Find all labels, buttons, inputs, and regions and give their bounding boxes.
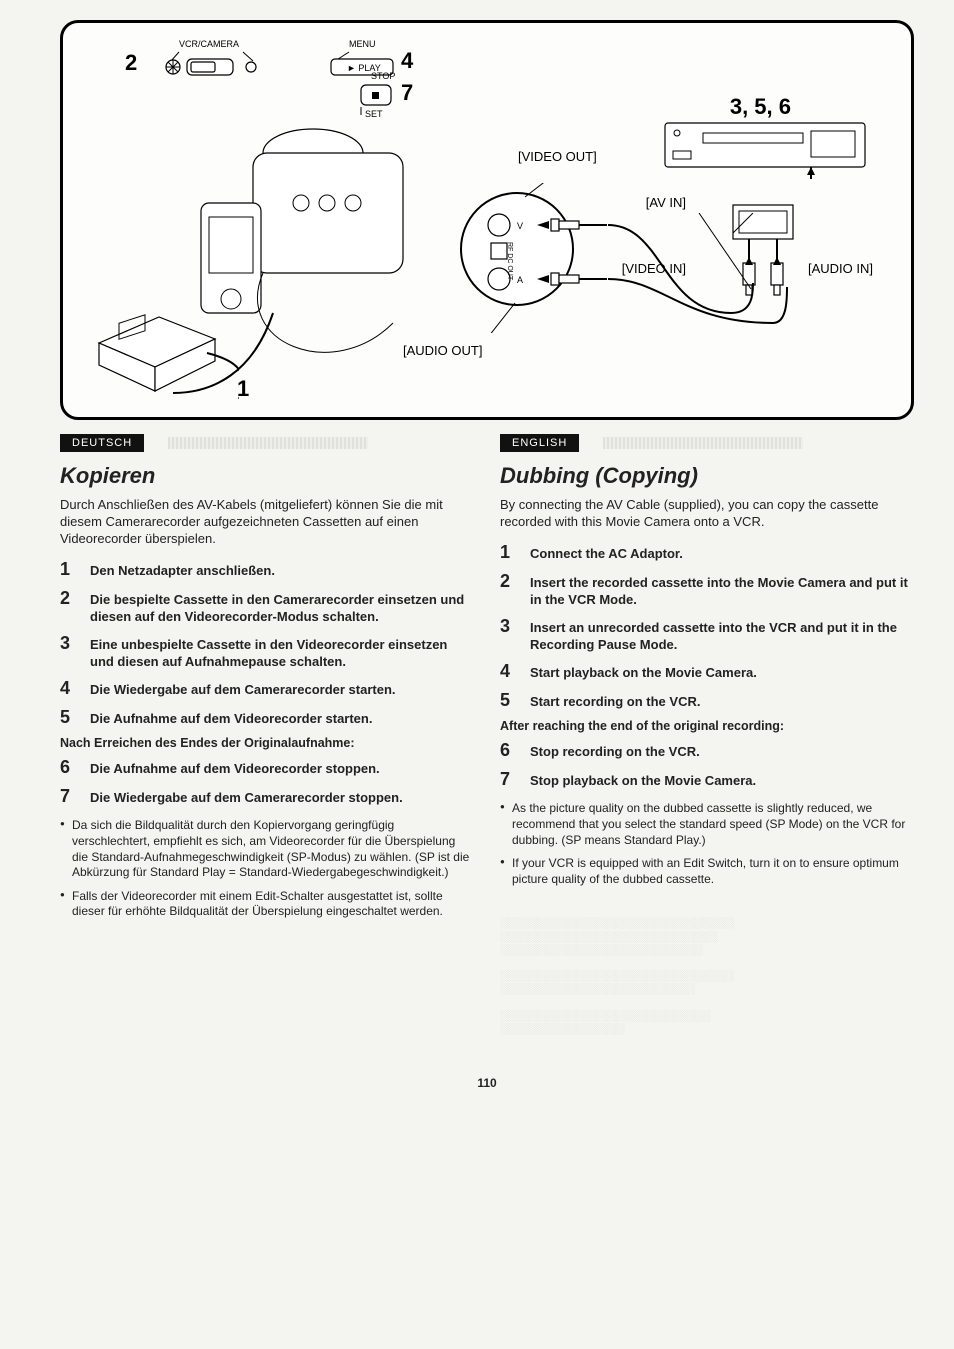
svg-text:A: A xyxy=(517,275,523,285)
notes-de: Da sich die Bildqualität durch den Kopie… xyxy=(60,818,474,920)
callout-2: 2 xyxy=(125,49,137,78)
step-de-2: Die bespielte Cassette in den Camerareco… xyxy=(90,592,474,626)
callout-356: 3, 5, 6 xyxy=(730,93,791,122)
callout-1: 1 xyxy=(237,375,249,404)
note-de-1: Da sich die Bildqualität durch den Kopie… xyxy=(60,818,474,880)
ac-adaptor-icon xyxy=(89,303,239,413)
step-de-5: Die Aufnahme auf dem Videorecorder start… xyxy=(90,711,372,728)
after-de: Nach Erreichen des Endes der Originalauf… xyxy=(60,735,474,751)
step-en-7: Stop playback on the Movie Camera. xyxy=(530,773,756,790)
scan-noise xyxy=(603,437,803,449)
svg-text:RF DC OUT: RF DC OUT xyxy=(506,242,513,281)
lang-tag-en: ENGLISH xyxy=(500,434,579,452)
svg-text:V: V xyxy=(517,221,523,231)
title-en: Dubbing (Copying) xyxy=(500,462,914,491)
step-de-4: Die Wiedergabe auf dem Camerarecorder st… xyxy=(90,682,396,699)
step-de-3: Eine unbespielte Cassette in den Videore… xyxy=(90,637,474,671)
connection-diagram: VCR/CAMERA 2 MENU ► PLAY 4 STOP xyxy=(60,20,914,420)
step-de-1: Den Netzadapter anschließen. xyxy=(90,563,275,580)
german-column: DEUTSCH Kopieren Durch Anschließen des A… xyxy=(60,434,474,1036)
steps2-de: 6Die Aufnahme auf dem Videorecorder stop… xyxy=(60,756,474,809)
note-de-2: Falls der Videorecorder mit einem Edit-S… xyxy=(60,889,474,920)
step-de-6: Die Aufnahme auf dem Videorecorder stopp… xyxy=(90,761,380,778)
callout-4: 4 xyxy=(401,47,413,76)
note-en-2: If your VCR is equipped with an Edit Swi… xyxy=(500,856,914,887)
note-en-1: As the picture quality on the dubbed cas… xyxy=(500,801,914,848)
steps2-en: 6Stop recording on the VCR. 7Stop playba… xyxy=(500,739,914,792)
step-en-1: Connect the AC Adaptor. xyxy=(530,546,683,563)
audio-in-label: [AUDIO IN] xyxy=(808,261,873,278)
step-de-7: Die Wiedergabe auf dem Camerarecorder st… xyxy=(90,790,403,807)
step-en-6: Stop recording on the VCR. xyxy=(530,744,700,761)
bleedthrough-noise: ░░░░░░░░░░░░░░░░░░░░░░░░░░░░░░ ░░░░░░░░░… xyxy=(500,917,914,1036)
jack-closeup-icon: V A RF DC OUT xyxy=(459,183,609,333)
notes-en: As the picture quality on the dubbed cas… xyxy=(500,801,914,887)
english-column: ENGLISH Dubbing (Copying) By connecting … xyxy=(500,434,914,1036)
lang-tag-de: DEUTSCH xyxy=(60,434,144,452)
scan-noise xyxy=(168,437,368,449)
after-en: After reaching the end of the original r… xyxy=(500,718,914,734)
video-out-label: [VIDEO OUT] xyxy=(518,149,597,166)
step-en-3: Insert an unrecorded cassette into the V… xyxy=(530,620,914,654)
intro-en: By connecting the AV Cable (supplied), y… xyxy=(500,497,914,531)
av-in-label: [AV IN] xyxy=(646,195,686,212)
step-en-5: Start recording on the VCR. xyxy=(530,694,700,711)
vcr-deck-icon xyxy=(663,121,873,187)
steps-de: 1Den Netzadapter anschließen. 2Die bespi… xyxy=(60,558,474,730)
title-de: Kopieren xyxy=(60,462,474,491)
page-number: 110 xyxy=(60,1076,914,1092)
intro-de: Durch Anschließen des AV-Kabels (mitgeli… xyxy=(60,497,474,548)
steps-en: 1Connect the AC Adaptor. 2Insert the rec… xyxy=(500,541,914,713)
av-cable-icon xyxy=(603,213,803,343)
step-en-4: Start playback on the Movie Camera. xyxy=(530,665,757,682)
step-en-2: Insert the recorded cassette into the Mo… xyxy=(530,575,914,609)
